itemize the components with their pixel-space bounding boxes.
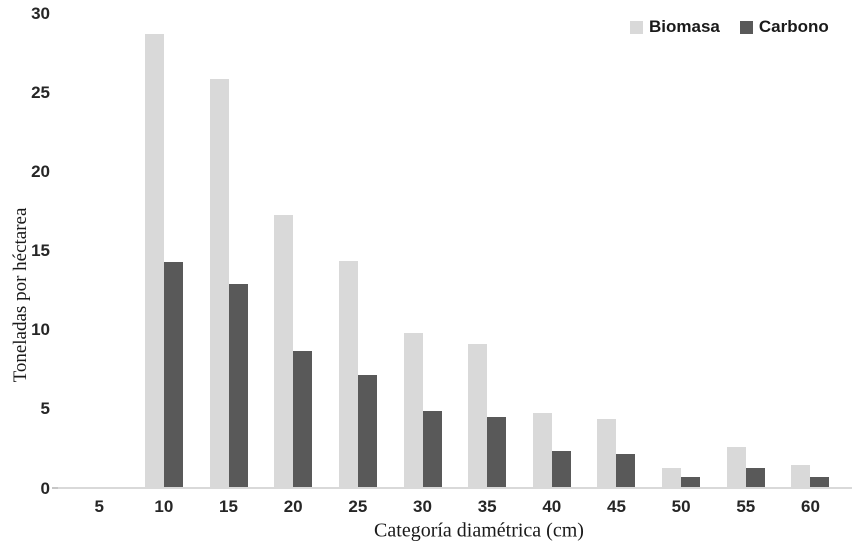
x-tick-label-15: 15	[219, 497, 238, 516]
y-tick-label-20: 20	[31, 162, 50, 181]
bar-biomasa-45	[597, 418, 617, 489]
carbono-swatch-icon	[739, 20, 753, 34]
legend-label-biomasa: Biomasa	[649, 17, 720, 36]
bar-biomasa-20	[274, 214, 294, 489]
bar-carbono-35	[487, 417, 507, 489]
bar-carbono-20	[293, 350, 313, 489]
y-tick-label-5: 5	[40, 399, 50, 419]
bar-biomasa-30	[403, 333, 423, 489]
legend-item-carbono: Carbono	[739, 17, 829, 37]
bar-biomasa-15	[209, 78, 229, 489]
x-tick-label-10: 10	[154, 497, 174, 516]
x-tick-label-20: 20	[283, 497, 303, 516]
x-tick-label-55: 55	[736, 497, 756, 516]
bar-biomasa-50	[662, 467, 682, 489]
y-tick-label-25: 25	[31, 82, 50, 102]
x-tick-label-40: 40	[542, 497, 562, 516]
x-tick-label-25: 25	[348, 497, 368, 516]
bar-carbono-60	[810, 477, 830, 489]
bar-carbono-30	[422, 410, 442, 489]
bar-carbono-50	[681, 477, 701, 489]
bar-biomasa-60	[791, 464, 811, 489]
y-tick-label-0: 0	[40, 478, 50, 498]
bar-biomasa-40	[532, 412, 552, 489]
y-tick-label-15: 15	[31, 241, 50, 261]
y-axis-zero-tick	[52, 487, 58, 489]
y-tick-label-30: 30	[31, 3, 50, 23]
bar-biomasa-10	[144, 34, 164, 489]
bar-biomasa-35	[468, 344, 488, 489]
x-tick-label-30: 30	[413, 497, 432, 516]
bar-carbono-40	[551, 450, 571, 489]
x-tick-label-50: 50	[671, 497, 691, 516]
bar-biomasa-55	[726, 447, 746, 489]
x-axis-line	[58, 487, 852, 489]
biomasa-swatch-icon	[630, 20, 643, 34]
x-axis-title: Categoría diamétrica (cm)	[374, 519, 584, 542]
bar-carbono-15	[228, 284, 248, 489]
bar-carbono-55	[745, 467, 765, 489]
x-tick-label-35: 35	[477, 497, 497, 516]
bar-carbono-25	[357, 374, 377, 489]
bar-carbono-45	[616, 453, 636, 489]
bar-biomasa-25	[338, 260, 358, 489]
x-tick-label-5: 5	[94, 497, 104, 516]
y-axis-title: Toneladas por héctarea	[10, 207, 31, 383]
bar-carbono-10	[163, 262, 183, 489]
x-tick-label-60: 60	[800, 497, 820, 516]
legend-item-biomasa: Biomasa	[630, 17, 720, 37]
legend-label-carbono: Carbono	[758, 17, 829, 36]
y-tick-label-10: 10	[31, 320, 50, 340]
legend: Biomasa Carbono	[630, 17, 829, 37]
x-tick-label-45: 45	[607, 497, 626, 516]
